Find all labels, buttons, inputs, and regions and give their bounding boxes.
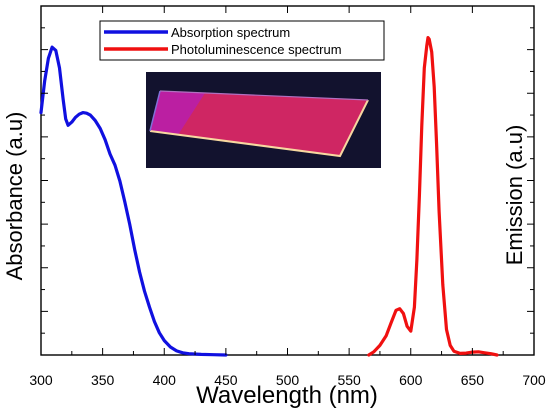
x-axis-ticks: 300 350 400 450 500 550 600 650 700 [29, 6, 546, 388]
x-tick-label: 300 [29, 372, 53, 388]
y-axis-title-right: Emission (a.u) [502, 125, 527, 266]
x-tick-label: 500 [276, 372, 300, 388]
inset-photo [146, 72, 381, 168]
legend-box [99, 20, 385, 61]
photoluminescence-spectrum-line [367, 35, 499, 357]
legend: Absorption spectrum Photoluminescence sp… [99, 20, 385, 61]
x-tick-label: 700 [522, 372, 546, 388]
legend-label-photoluminescence: Photoluminescence spectrum [171, 42, 342, 57]
data-layer [39, 35, 499, 357]
x-tick-label: 350 [91, 372, 115, 388]
x-tick-label: 550 [337, 372, 361, 388]
absorption-spectrum-line [39, 45, 228, 357]
legend-label-absorption: Absorption spectrum [171, 25, 290, 40]
y-axis-ticks [41, 5, 534, 356]
x-tick-label: 450 [214, 372, 238, 388]
x-tick-label: 400 [153, 372, 177, 388]
x-axis-title: Wavelength (nm) [196, 382, 378, 409]
x-tick-label: 650 [461, 372, 485, 388]
x-tick-label: 600 [399, 372, 423, 388]
y-axis-title-left: Absorbance (a.u) [2, 112, 27, 281]
